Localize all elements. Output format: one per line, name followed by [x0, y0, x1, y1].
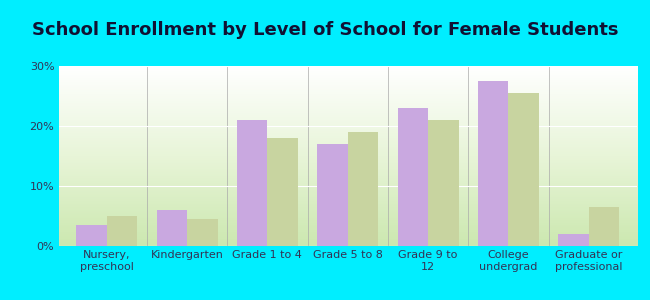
Bar	[237, 120, 267, 246]
Bar	[428, 120, 459, 246]
Bar	[348, 132, 378, 246]
Bar	[267, 138, 298, 246]
Bar	[558, 234, 589, 246]
Bar	[317, 144, 348, 246]
Bar	[508, 93, 539, 246]
Bar	[76, 225, 107, 246]
Bar	[187, 219, 218, 246]
Bar	[157, 210, 187, 246]
Bar	[107, 216, 137, 246]
Text: School Enrollment by Level of School for Female Students: School Enrollment by Level of School for…	[32, 21, 618, 39]
Bar	[478, 81, 508, 246]
Bar	[589, 207, 619, 246]
Bar	[398, 108, 428, 246]
